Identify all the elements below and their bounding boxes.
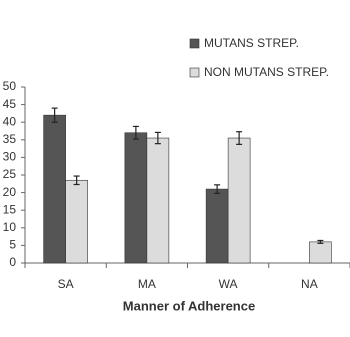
y-tick-label: 40: [3, 114, 17, 128]
bar: [65, 179, 88, 264]
legend-label: NON MUTANS STREP.: [204, 65, 329, 79]
x-tick-label: NA: [301, 277, 318, 291]
error-bar: [214, 184, 221, 194]
error-bar: [51, 107, 58, 123]
legend-swatch: [189, 67, 200, 78]
y-tick-label: 0: [9, 255, 16, 269]
bar: [43, 114, 66, 264]
bar: [227, 137, 251, 264]
y-tick-label: 25: [3, 167, 17, 181]
y-tick-label: 50: [3, 79, 17, 93]
y-tick-label: 20: [3, 185, 17, 199]
y-tick-label: 10: [3, 220, 17, 234]
x-tick-label: MA: [138, 277, 156, 291]
y-tick-label: 15: [3, 202, 17, 216]
bar: [205, 188, 229, 264]
x-axis-title: Manner of Adherence: [123, 298, 255, 313]
y-tick-label: 45: [3, 97, 17, 111]
bar: [309, 241, 332, 264]
error-bar: [132, 125, 139, 140]
error-bar: [73, 175, 80, 186]
error-bar: [317, 239, 324, 244]
legend-label: MUTANS STREP.: [204, 36, 299, 50]
y-tick-label: 35: [3, 132, 17, 146]
legend-swatch: [189, 38, 200, 49]
x-tick-label: WA: [219, 277, 238, 291]
x-tick-label: SA: [58, 277, 74, 291]
y-tick-label: 5: [9, 238, 16, 252]
y-tick-label: 30: [3, 150, 17, 164]
bar: [124, 132, 148, 264]
error-bar: [154, 131, 161, 145]
error-bar: [236, 131, 243, 145]
bar: [146, 137, 170, 264]
